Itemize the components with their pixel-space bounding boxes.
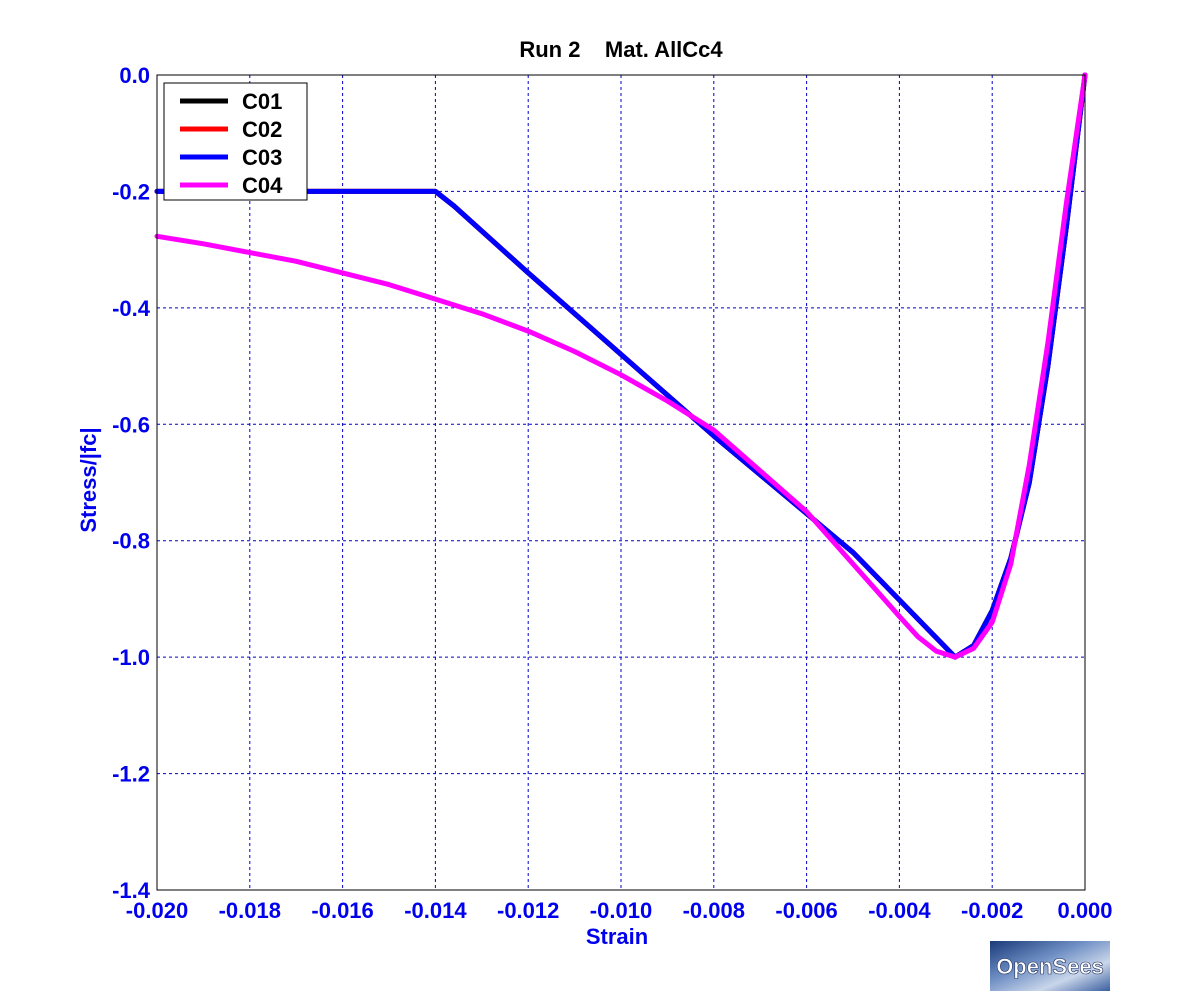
x-tick-label: -0.008 — [683, 898, 745, 923]
x-tick-label: -0.020 — [126, 898, 188, 923]
x-tick-label: -0.010 — [590, 898, 652, 923]
x-tick-label: -0.018 — [219, 898, 281, 923]
opensees-logo: OpenSees — [990, 941, 1110, 991]
x-tick-label: -0.006 — [775, 898, 837, 923]
legend-label-c01: C01 — [242, 89, 282, 114]
series-line-c04 — [154, 72, 1088, 660]
series-lines — [154, 72, 1088, 660]
legend-label-c02: C02 — [242, 117, 282, 142]
plot-frame — [156, 74, 1086, 891]
x-tick-label: -0.012 — [497, 898, 559, 923]
legend-label-c03: C03 — [242, 145, 282, 170]
y-tick-label: -0.8 — [112, 529, 150, 554]
y-tick-label: -0.2 — [112, 179, 150, 204]
chart-title: Run 2 Mat. AllCc4 — [519, 37, 723, 62]
y-axis-label: Stress/|fc| — [76, 427, 101, 532]
y-tick-label: -0.6 — [112, 412, 150, 437]
legend-label-c04: C04 — [242, 173, 283, 198]
y-tick-label: 0.0 — [119, 63, 150, 88]
logo-text: OpenSees — [996, 954, 1104, 979]
y-tick-label: -0.4 — [112, 296, 151, 321]
x-tick-label: -0.004 — [868, 898, 931, 923]
y-tick-label: -1.0 — [112, 645, 150, 670]
x-tick-label: 0.000 — [1057, 898, 1112, 923]
y-tick-label: -1.2 — [112, 762, 150, 787]
x-tick-label: -0.016 — [311, 898, 373, 923]
tick-labels: -0.020 -0.018 -0.016 -0.014 -0.012 -0.010 -0.0… — [112, 63, 1112, 923]
x-tick-label: -0.014 — [404, 898, 467, 923]
series-line-c03 — [154, 72, 1088, 660]
x-axis-label: Strain — [586, 924, 648, 949]
y-tick-label: -1.4 — [112, 878, 151, 903]
legend: C01 C02 C03 C04 — [163, 82, 308, 201]
x-tick-label: -0.002 — [961, 898, 1023, 923]
